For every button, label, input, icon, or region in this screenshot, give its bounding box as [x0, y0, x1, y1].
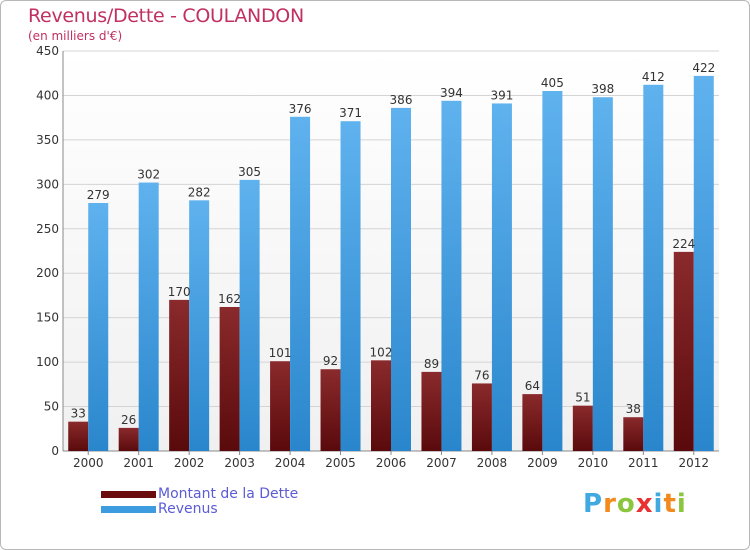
- bar-dette: [270, 361, 291, 451]
- bar-dette: [118, 427, 139, 451]
- x-tick-label: 2006: [376, 456, 407, 470]
- data-label-dette: 162: [218, 292, 241, 306]
- bar-dette: [68, 421, 89, 451]
- y-tick-label: 300: [36, 177, 59, 191]
- y-tick-label: 400: [36, 88, 59, 102]
- bar-dette: [522, 394, 543, 451]
- bar-revenus: [491, 103, 512, 451]
- data-label-dette: 102: [370, 345, 393, 359]
- legend-swatch-dette: [101, 491, 156, 498]
- x-tick-label: 2001: [123, 456, 154, 470]
- chart-subtitle: (en milliers d'€): [28, 29, 123, 43]
- logo-letter: P: [583, 489, 604, 519]
- data-label-revenus: 305: [238, 165, 261, 179]
- data-label-dette: 64: [525, 379, 540, 393]
- x-tick-label: 2005: [325, 456, 356, 470]
- data-label-dette: 89: [424, 357, 439, 371]
- data-label-dette: 170: [168, 285, 191, 299]
- logo-letter: r: [603, 489, 617, 519]
- bar-dette: [623, 417, 644, 451]
- y-tick-label: 100: [36, 355, 59, 369]
- data-label-revenus: 371: [339, 106, 362, 120]
- data-label-revenus: 279: [87, 188, 110, 202]
- bar-revenus: [239, 179, 260, 451]
- bar-revenus: [391, 107, 411, 451]
- data-label-dette: 224: [672, 237, 695, 251]
- data-label-revenus: 405: [541, 76, 564, 90]
- y-tick-label: 350: [36, 133, 59, 147]
- bar-revenus: [693, 75, 714, 451]
- bar-revenus: [189, 200, 210, 451]
- bar-dette: [371, 360, 391, 451]
- bar-dette: [320, 369, 341, 451]
- data-label-dette: 92: [323, 354, 338, 368]
- bar-revenus: [340, 121, 361, 451]
- y-tick-label: 150: [36, 311, 59, 325]
- data-label-dette: 26: [121, 413, 136, 427]
- chart-title: Revenus/Dette - COULANDON: [28, 5, 304, 27]
- y-tick-label: 250: [36, 222, 59, 236]
- data-label-revenus: 391: [490, 88, 513, 102]
- bar-dette: [169, 299, 190, 451]
- data-label-revenus: 282: [188, 185, 211, 199]
- y-tick-label: 50: [44, 400, 59, 414]
- legend-label-revenus: Revenus: [158, 501, 218, 517]
- y-tick-label: 450: [36, 44, 59, 58]
- data-label-dette: 101: [269, 346, 292, 360]
- bar-revenus: [643, 84, 664, 452]
- logo-letter: t: [663, 489, 677, 519]
- logo-letter: i: [676, 489, 687, 519]
- data-label-revenus: 376: [289, 102, 312, 116]
- data-label-revenus: 394: [440, 86, 463, 100]
- x-tick-label: 2002: [174, 456, 205, 470]
- x-tick-label: 2000: [73, 456, 104, 470]
- data-label-revenus: 422: [692, 61, 715, 75]
- data-label-revenus: 398: [591, 82, 614, 96]
- legend-item-revenus: Revenus: [101, 502, 298, 517]
- data-label-dette: 76: [474, 368, 489, 382]
- legend-label-dette: Montant de la Dette: [158, 486, 299, 502]
- y-tick-label: 200: [36, 266, 59, 280]
- bar-revenus: [138, 182, 159, 452]
- x-tick-label: 2007: [426, 456, 457, 470]
- x-tick-label: 2011: [628, 456, 659, 470]
- bar-dette: [471, 383, 492, 451]
- data-label-dette: 33: [71, 407, 86, 421]
- bar-dette: [572, 405, 593, 451]
- bar-dette: [673, 251, 694, 451]
- y-tick-label: 0: [51, 444, 59, 458]
- bar-dette: [421, 371, 442, 451]
- bar-revenus: [592, 97, 613, 451]
- logo-letter: o: [616, 489, 636, 519]
- bar-revenus: [542, 91, 563, 451]
- x-tick-label: 2012: [678, 456, 709, 470]
- bar-revenus: [88, 203, 109, 451]
- logo-letter: i: [653, 489, 664, 519]
- data-label-revenus: 412: [642, 70, 665, 84]
- x-tick-label: 2003: [224, 456, 255, 470]
- x-tick-label: 2008: [477, 456, 508, 470]
- x-tick-label: 2009: [527, 456, 558, 470]
- x-tick-label: 2010: [578, 456, 609, 470]
- x-tick-label: 2004: [275, 456, 306, 470]
- legend: Montant de la Dette Revenus: [101, 487, 298, 517]
- legend-item-dette: Montant de la Dette: [101, 487, 298, 502]
- bar-revenus: [290, 116, 311, 452]
- data-label-dette: 51: [575, 391, 590, 405]
- legend-swatch-revenus: [101, 506, 156, 513]
- bar-revenus: [441, 100, 462, 452]
- data-label-dette: 38: [626, 402, 641, 416]
- proxiti-logo: Proxiti: [583, 489, 687, 519]
- data-label-revenus: 302: [137, 168, 160, 182]
- data-label-revenus: 386: [390, 93, 413, 107]
- logo-letter: x: [635, 489, 654, 519]
- bar-dette: [219, 307, 240, 451]
